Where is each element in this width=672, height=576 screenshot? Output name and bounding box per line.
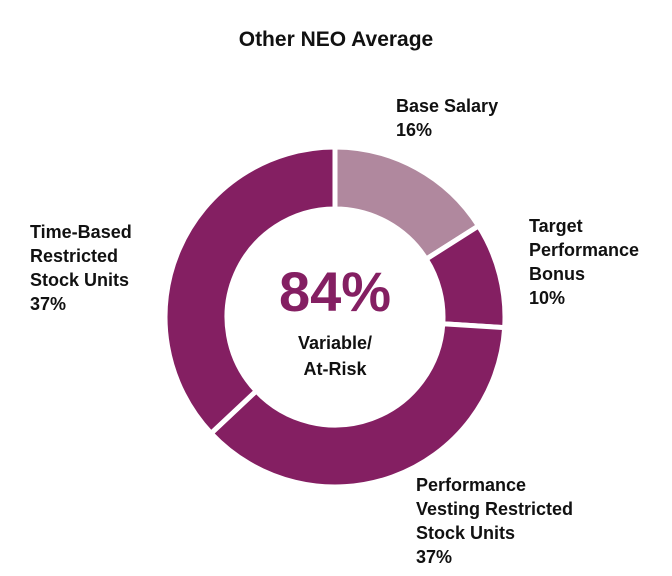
center-value: 84%	[278, 260, 392, 323]
slice-performance-vesting-rsu	[207, 321, 508, 490]
chart-title: Other NEO Average	[238, 28, 434, 51]
label-performance-vesting-rsu: Performance Vesting Restricted Stock Uni…	[416, 475, 574, 567]
label-target-performance-bonus: Target Performance Bonus 10%	[529, 216, 640, 308]
slice-time-based-rsu	[162, 144, 338, 437]
center-label: Variable/ At-Risk	[297, 333, 373, 379]
label-time-based-rsu: Time-Based Restricted Stock Units 37%	[30, 222, 132, 314]
label-base-salary: Base Salary 16%	[396, 96, 499, 140]
